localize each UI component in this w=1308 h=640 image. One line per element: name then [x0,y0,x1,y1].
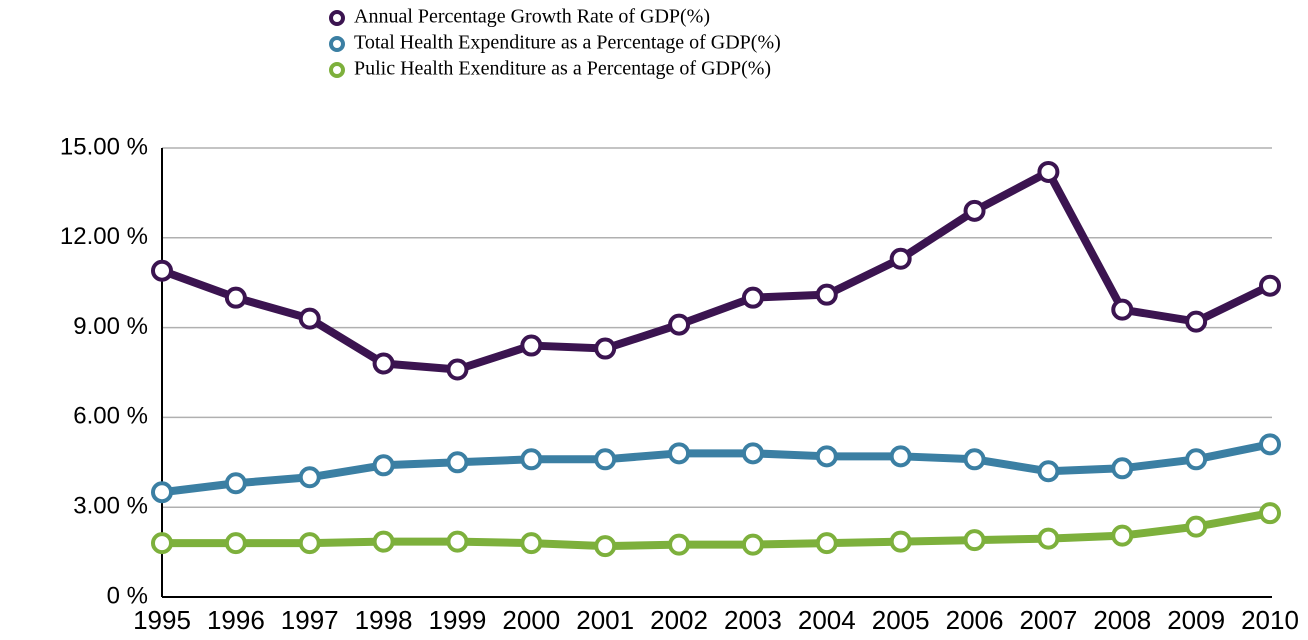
y-tick-label: 3.00 % [73,493,148,520]
legend-label: Pulic Health Exenditure as a Percentage … [354,58,771,80]
data-point [1111,457,1134,480]
data-point [1037,160,1060,183]
y-tick-label: 0 % [107,582,148,609]
x-tick-label: 2001 [576,605,634,635]
data-point [520,334,543,357]
data-point [446,358,469,381]
data-point [594,448,617,471]
x-tick-label: 2007 [1019,605,1077,635]
data-point [1185,515,1208,538]
x-tick-label: 1999 [429,605,487,635]
data-point [151,259,173,282]
data-point [594,535,617,558]
y-tick-label: 9.00 % [73,313,148,340]
x-tick-label: 1996 [207,605,265,635]
data-point [1037,527,1060,550]
series-line [162,509,1271,551]
series-line [161,440,1271,497]
data-point [815,532,838,555]
x-tick-label: 2003 [724,605,782,635]
data-point [1259,433,1281,456]
x-tick-label: 1995 [133,605,191,635]
legend-marker [329,36,345,52]
data-point [1259,274,1281,297]
x-tick-label: 2006 [946,605,1004,635]
data-point [151,532,173,555]
data-point [372,454,395,477]
x-tick-label: 2010 [1241,605,1299,635]
data-point [298,466,321,489]
data-point [151,481,173,504]
x-tick-label: 2008 [1093,605,1151,635]
data-point [1259,502,1281,525]
data-point [372,352,395,375]
data-point [889,445,912,468]
y-tick-label: 15.00 % [60,133,148,160]
x-tick-label: 1997 [281,605,339,635]
data-point [1111,298,1134,321]
data-point [446,530,469,553]
data-point [520,448,543,471]
data-point [594,337,617,360]
data-point [1185,448,1208,471]
x-tick-label: 2005 [872,605,930,635]
data-point [741,442,764,465]
data-point [668,313,691,336]
data-point [668,442,691,465]
data-point [741,286,764,309]
data-point [446,451,469,474]
x-tick-label: 2009 [1167,605,1225,635]
data-point [889,247,912,270]
data-point [224,286,247,309]
data-point [889,530,912,553]
data-point [963,448,986,471]
data-point [1037,460,1060,483]
data-point [298,307,321,330]
y-tick-label: 6.00 % [73,403,148,430]
y-tick-label: 12.00 % [60,223,148,250]
data-point [224,532,247,555]
data-point [224,472,247,495]
data-point [298,532,321,555]
legend-marker [329,10,345,26]
legend-marker [329,62,345,78]
legend-label: Total Health Expenditure as a Percentage… [354,32,781,54]
data-point [741,533,764,556]
data-point [815,445,838,468]
data-point [815,283,838,306]
data-point [1185,310,1208,333]
legend-label: Annual Percentage Growth Rate of GDP(%) [354,6,710,28]
data-point [668,533,691,556]
x-tick-label: 2002 [650,605,708,635]
x-tick-label: 2004 [798,605,856,635]
data-point [372,530,395,553]
x-tick-label: 2000 [502,605,560,635]
series-line [160,167,1272,374]
x-tick-label: 1998 [355,605,413,635]
data-point [963,199,986,222]
data-point [1111,524,1134,547]
data-point [963,529,986,552]
data-point [520,532,543,555]
